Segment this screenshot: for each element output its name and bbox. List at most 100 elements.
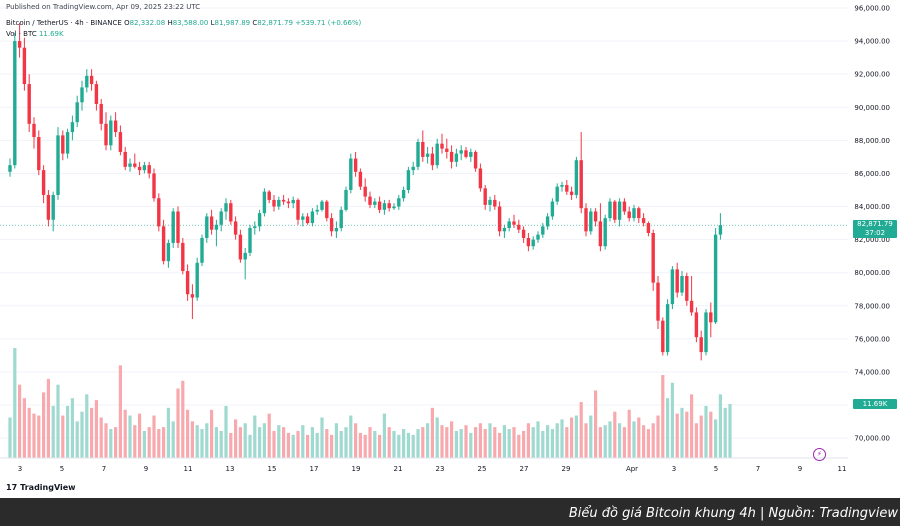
candle-body: [464, 150, 468, 157]
candle-body: [718, 225, 723, 235]
volume-bar: [61, 415, 65, 458]
volume-bar: [42, 392, 46, 458]
candle-body: [704, 312, 708, 353]
volume-bar: [574, 415, 578, 458]
volume-bar: [714, 419, 718, 458]
candle-body: [363, 186, 367, 197]
volume-bar: [339, 430, 343, 458]
candle-body: [502, 228, 507, 232]
price-tick-label: 78,000.00: [854, 302, 890, 310]
volume-bar: [344, 427, 348, 458]
candle-body: [229, 203, 233, 222]
volume-bar: [282, 427, 286, 458]
time-axis[interactable]: 3 5 7 9 11 13 15 17 19 21 23 25 27 29 Apr 3 5 7 9 11: [0, 457, 848, 473]
candle-body: [286, 201, 291, 204]
volume-bar: [378, 434, 382, 458]
volume-bar: [642, 425, 646, 458]
time-tick-label: 17: [310, 465, 319, 473]
volume-bar: [18, 384, 22, 458]
volume-bar: [526, 423, 530, 458]
volume-bar: [627, 409, 631, 458]
current-volume-tag: 11.69K: [853, 398, 897, 409]
lightning-bolt-icon[interactable]: ⚡: [813, 448, 826, 461]
volume-legend[interactable]: Vol · BTC 11.69K: [6, 30, 64, 38]
candle-body: [622, 201, 627, 212]
low-label: L: [210, 19, 215, 27]
time-tick-label: 9: [144, 465, 148, 473]
candle-body: [349, 158, 353, 190]
candle-body: [17, 41, 22, 48]
candle-body: [541, 226, 545, 235]
published-note: Published on TradingView.com, Apr 09, 20…: [6, 3, 201, 11]
volume-bar: [109, 429, 113, 458]
volume-bar: [382, 413, 386, 458]
volume-bar: [594, 390, 598, 458]
price-tick-label: 94,000.00: [854, 38, 890, 46]
volume-bar: [118, 365, 122, 458]
candle-body: [526, 237, 531, 247]
candle-body: [219, 211, 223, 225]
candle-body: [608, 201, 612, 219]
caption-bar: [0, 498, 900, 526]
time-tick-label: 15: [268, 465, 277, 473]
volume-bar: [622, 427, 626, 458]
candle-body: [478, 168, 483, 189]
time-tick-label: 29: [562, 465, 571, 473]
candle-body: [641, 218, 646, 224]
volume-bar: [435, 417, 439, 458]
candle-body: [617, 201, 622, 220]
tradingview-logo[interactable]: 17 TradingView: [6, 483, 76, 492]
volume-label: Vol · BTC: [6, 30, 37, 38]
volume-bar: [675, 413, 679, 458]
volume-bar: [325, 429, 329, 458]
tradingview-mark-icon: 17: [6, 483, 18, 492]
candle-body: [512, 221, 516, 225]
volume-bar: [291, 434, 295, 458]
candle-body: [94, 84, 99, 104]
current-price-value: 82,871.79: [857, 220, 893, 229]
volume-bar: [128, 415, 132, 458]
volume-bar: [210, 409, 214, 458]
volume-bar: [402, 429, 406, 458]
volume-bar: [133, 425, 137, 458]
candle-body: [401, 189, 406, 199]
volume-bar: [85, 394, 89, 458]
volume-bar: [661, 375, 665, 458]
candle-body: [233, 221, 238, 235]
candle-body: [142, 165, 147, 171]
volume-bar: [22, 398, 26, 458]
candle-body: [368, 196, 372, 205]
volume-bar: [147, 427, 151, 458]
symbol-legend[interactable]: Bitcoin / TetherUS · 4h · BINANCE O82,33…: [6, 19, 361, 27]
volume-bar: [195, 425, 199, 458]
volume-bar: [277, 425, 281, 458]
volume-bar: [618, 423, 622, 458]
candle-body: [41, 170, 46, 195]
volume-bar: [234, 419, 238, 458]
candle-body: [632, 208, 636, 219]
candle-body: [85, 75, 89, 88]
candle-body: [161, 226, 166, 262]
low-value: 81,987.89: [214, 19, 251, 27]
price-tick-label: 88,000.00: [854, 137, 890, 145]
candle-body: [8, 165, 12, 172]
candle-body: [75, 102, 79, 123]
time-tick-label: 21: [394, 465, 403, 473]
volume-bar: [690, 394, 694, 458]
candle-body: [353, 158, 358, 172]
volume-bar: [334, 423, 338, 458]
volume-bar: [406, 432, 410, 458]
volume-bar: [709, 411, 713, 458]
volume-bar: [411, 434, 415, 458]
candle-body: [550, 201, 555, 217]
price-tick-label: 70,000.00: [854, 435, 890, 443]
price-chart[interactable]: 96,000.00 94,000.00 92,000.00 90,000.00 88,0…: [0, 0, 900, 498]
candle-body: [344, 189, 348, 210]
volume-bar: [306, 434, 310, 458]
candle-body: [171, 211, 175, 243]
candle-body: [675, 269, 679, 293]
close-label: C: [252, 19, 258, 27]
candle-body: [334, 228, 339, 232]
volume-bar: [13, 348, 17, 458]
price-tick-label: 84,000.00: [854, 203, 890, 211]
